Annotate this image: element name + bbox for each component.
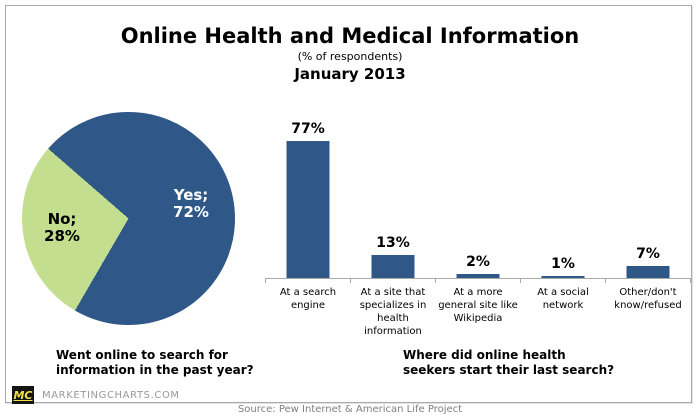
pie-question-caption: Went online to search for information in…: [56, 348, 254, 377]
chart-frame-border: [5, 5, 692, 403]
marketingcharts-brand-text: MARKETINGCHARTS.COM: [42, 390, 180, 401]
bar-chart-plot-area: 77% 13% 2% 1% 7%: [286, 121, 670, 278]
chart-period: January 2013: [294, 65, 406, 83]
axis-tick: [605, 278, 606, 283]
axis-tick: [690, 278, 691, 283]
bar-group: 7%: [626, 246, 670, 278]
axis-tick: [520, 278, 521, 283]
bar: [286, 141, 330, 278]
bar-question-caption: Where did online health seekers start th…: [403, 348, 615, 377]
bar-group: 13%: [371, 235, 415, 278]
bar-category-label: Other/don't know/refused: [614, 287, 682, 311]
axis-tick: [350, 278, 351, 283]
pie-slice-label-no: No; 28%: [44, 210, 80, 245]
bar-value-label: 13%: [376, 235, 410, 251]
bar-value-label: 77%: [291, 121, 325, 137]
bar-group: 77%: [286, 121, 330, 278]
bar-category-label: At a site that specializes in health inf…: [359, 287, 427, 337]
bar-value-label: 2%: [466, 254, 490, 270]
bar: [456, 274, 500, 278]
bar-group: 2%: [456, 254, 500, 278]
chart-subtitle: (% of respondents): [297, 50, 403, 63]
bar: [541, 276, 585, 278]
bar-category-label: At a search engine: [279, 287, 337, 311]
axis-tick: [435, 278, 436, 283]
x-axis-line: [265, 278, 691, 279]
bar: [626, 266, 670, 278]
pie-slice-label-yes: Yes; 72%: [173, 186, 209, 221]
bar-group: 1%: [541, 256, 585, 278]
chart-header: Online Health and Medical Information (%…: [0, 24, 700, 83]
bar-category-label: At a social network: [537, 287, 589, 311]
axis-tick: [265, 278, 266, 283]
pie-chart: [22, 112, 235, 325]
bar-value-label: 7%: [636, 246, 660, 262]
chart-title: Online Health and Medical Information: [120, 24, 580, 48]
bar-category-label: At a more general site like Wikipedia: [438, 287, 518, 324]
bar: [371, 255, 415, 278]
source-attribution: Source: Pew Internet & American Life Pro…: [237, 404, 463, 415]
bar-value-label: 1%: [551, 256, 575, 272]
marketingcharts-logo: MC: [12, 386, 34, 404]
marketingcharts-logo-text: MC: [13, 388, 33, 402]
